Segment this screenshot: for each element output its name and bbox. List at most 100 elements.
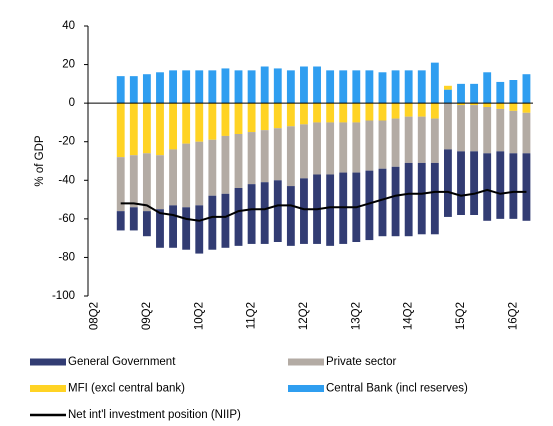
bar-segment [286, 126, 295, 187]
bar-segment [522, 74, 531, 104]
bar-segment [483, 153, 492, 221]
bar-segment [156, 155, 164, 210]
bar-segment [496, 151, 505, 219]
bar-segment [195, 205, 204, 254]
legend-label: MFI (excl central bank) [68, 383, 185, 395]
bar-segment [326, 70, 335, 104]
bar-segment [444, 103, 452, 150]
bar-segment [247, 184, 256, 244]
bar-segment [142, 103, 151, 154]
bar-segment [417, 70, 426, 104]
bar-segment [234, 103, 243, 134]
bar-segment [313, 122, 321, 175]
bar-segment [169, 149, 177, 206]
y-tick-label: -60 [58, 213, 75, 225]
bar-segment [378, 168, 387, 237]
bar-segment [129, 155, 138, 208]
bar-segment [509, 103, 518, 111]
y-tick-label: -100 [52, 290, 75, 302]
bar-segment [260, 182, 269, 244]
bar-segment [444, 89, 452, 104]
bar-segment [221, 135, 230, 194]
bar-segment [391, 103, 400, 119]
bar-segment [286, 103, 295, 127]
bar-segment [496, 81, 505, 104]
x-tick-label: 16Q2 [507, 302, 519, 330]
bar-segment [326, 103, 335, 123]
bar-segment [417, 103, 426, 117]
bar-segment [339, 70, 348, 104]
bar-segment [391, 166, 400, 237]
x-tick-label: 08Q2 [89, 302, 101, 330]
legend-label: Central Bank (incl reserves) [326, 383, 468, 395]
y-tick-label: 40 [62, 20, 75, 32]
bar-segment [300, 103, 308, 125]
bar-segment [509, 153, 518, 219]
bar-segment [129, 76, 138, 104]
bar-segment [169, 70, 177, 104]
y-tick-label: -80 [58, 251, 75, 263]
y-tick-label: 20 [62, 59, 75, 71]
y-tick-label: -40 [58, 174, 75, 186]
bar-segment [247, 70, 256, 104]
bar-segment [391, 70, 400, 104]
bar-segment [234, 188, 243, 246]
bar-segment [260, 103, 269, 131]
bar-segment [260, 130, 269, 183]
bar-segment [234, 134, 243, 188]
legend-label: Net int'l investment position (NIIP) [68, 409, 241, 421]
bar-segment [404, 103, 413, 117]
bar-segment [444, 85, 452, 90]
bar-segment [378, 120, 387, 169]
bar-segment [195, 103, 204, 142]
bar-segment [273, 180, 282, 242]
bar-segment [300, 124, 308, 179]
x-tick-label: 11Q2 [246, 302, 258, 329]
x-tick-label: 12Q2 [298, 302, 310, 330]
bar-segment [430, 118, 439, 163]
bar-segment [182, 207, 191, 250]
bar-segment [208, 139, 217, 196]
bar-segment [378, 72, 387, 104]
bar-segment [522, 112, 531, 154]
bar-segment [391, 118, 400, 167]
x-tick-label: 14Q2 [403, 302, 415, 330]
bar-segment [365, 103, 374, 121]
bar-segment [260, 66, 269, 104]
bar-segment [470, 103, 479, 106]
bar-segment [300, 178, 308, 244]
bar-segment [483, 103, 492, 107]
bar-segment [208, 103, 217, 140]
bar-segment [470, 83, 479, 104]
bar-segment [457, 151, 465, 215]
bar-segment [234, 70, 243, 104]
legend-label: General Government [68, 356, 176, 368]
bar-segment [339, 122, 348, 173]
bar-segment [496, 108, 505, 152]
bar-segment [116, 211, 125, 231]
bar-segment [430, 103, 439, 119]
bar-segment [430, 162, 439, 235]
bar-segment [404, 162, 413, 237]
bar-segment [129, 207, 138, 231]
bar-segment [156, 209, 164, 248]
bar-segment [182, 103, 191, 144]
x-tick-label: 10Q2 [193, 302, 205, 330]
bar-segment [169, 205, 177, 248]
bar-segment [195, 141, 204, 206]
bar-segment [470, 151, 479, 215]
bar-segment [483, 72, 492, 104]
bar-segment [457, 103, 465, 106]
bar-segment [156, 103, 164, 156]
bar-segment [208, 195, 217, 250]
bar-segment [365, 120, 374, 171]
bar-segment [365, 70, 374, 104]
bar-segment [142, 74, 151, 104]
bar-segment [247, 132, 256, 185]
bar-segment [195, 70, 204, 104]
bar-segment [352, 122, 361, 173]
bar-segment [365, 170, 374, 241]
bar-segment [300, 66, 308, 104]
bar-segment [352, 103, 361, 123]
bar-segment [208, 70, 217, 104]
